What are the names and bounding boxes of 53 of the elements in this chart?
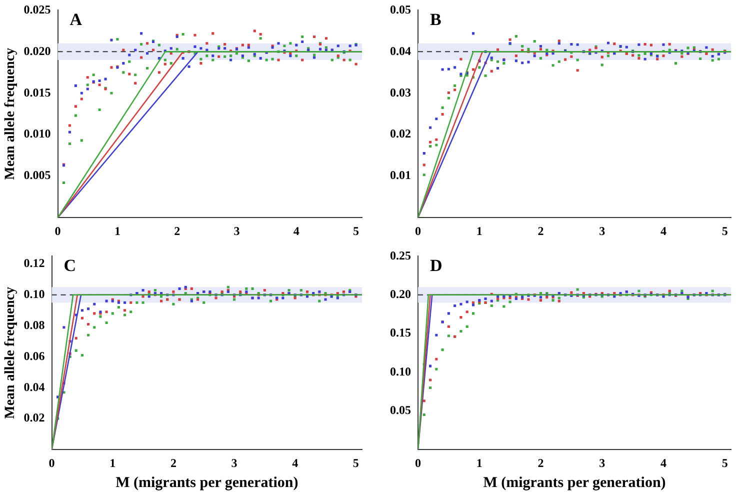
x-tick-label: 3: [234, 224, 240, 238]
x-tick-label: 4: [660, 224, 666, 238]
x-tick-label: 3: [231, 456, 238, 470]
chart-title: C: [64, 256, 76, 276]
x-tick-label: 5: [722, 224, 728, 238]
x-tick-label: 4: [293, 224, 300, 238]
x-tick-label: 1: [114, 224, 120, 238]
y-tick-label: 0.005: [24, 168, 51, 182]
y-tick-label: 0.01: [390, 168, 411, 182]
y-tick-label: 0.10: [390, 364, 411, 378]
x-tick-label: 3: [599, 224, 606, 238]
y-tick-label: 0.010: [24, 126, 51, 141]
y-tick-label: 0.05: [390, 2, 411, 16]
y-tick-label: 0.03: [390, 85, 411, 100]
x-tick-label: 1: [476, 224, 482, 238]
x-tick-label: 0: [48, 456, 55, 470]
x-tick-label: 2: [538, 456, 544, 470]
y-tick-label: 0.025: [24, 2, 51, 16]
chart-title: D: [430, 256, 442, 276]
x-tick-label: 0: [415, 456, 421, 470]
x-axis-title: M (migrants per generation): [483, 474, 666, 491]
x-tick-label: 1: [110, 456, 116, 470]
y-axis-title: Mean allele frequency: [3, 286, 18, 419]
y-tick-label: 0.02: [24, 410, 45, 425]
x-axis-title: M (migrants per generation): [116, 474, 298, 491]
y-tick-label: 0.04: [390, 44, 411, 58]
y-tick-label: 0.20: [390, 286, 411, 301]
chart-title: B: [430, 10, 442, 30]
chart-title: A: [70, 10, 83, 30]
y-tick-label: 0.020: [24, 44, 51, 58]
y-tick-label: 0.06: [24, 348, 45, 363]
x-tick-label: 5: [352, 456, 359, 470]
y-tick-label: 0.25: [390, 248, 411, 262]
x-tick-label: 2: [170, 456, 176, 470]
y-tick-label: 0.10: [24, 286, 45, 301]
y-tick-label: 0.05: [390, 403, 411, 418]
x-tick-label: 1: [476, 456, 482, 470]
y-tick-label: 0.02: [390, 126, 411, 141]
y-tick-label: 0.04: [24, 380, 45, 394]
x-tick-label: 3: [599, 456, 606, 470]
x-tick-label: 5: [722, 456, 728, 470]
y-tick-label: 0.12: [24, 256, 45, 270]
y-tick-label: 0.15: [390, 326, 411, 340]
x-tick-label: 2: [538, 224, 544, 238]
x-tick-label: 0: [415, 224, 421, 238]
x-tick-label: 4: [660, 456, 666, 470]
y-tick-label: 0.015: [24, 85, 51, 100]
x-tick-label: 5: [353, 224, 360, 238]
y-tick-label: 0.08: [24, 318, 45, 332]
y-axis-title: Mean allele frequency: [3, 48, 18, 180]
x-tick-label: 4: [292, 456, 298, 470]
x-tick-label: 0: [54, 224, 61, 238]
x-tick-label: 2: [174, 224, 180, 238]
